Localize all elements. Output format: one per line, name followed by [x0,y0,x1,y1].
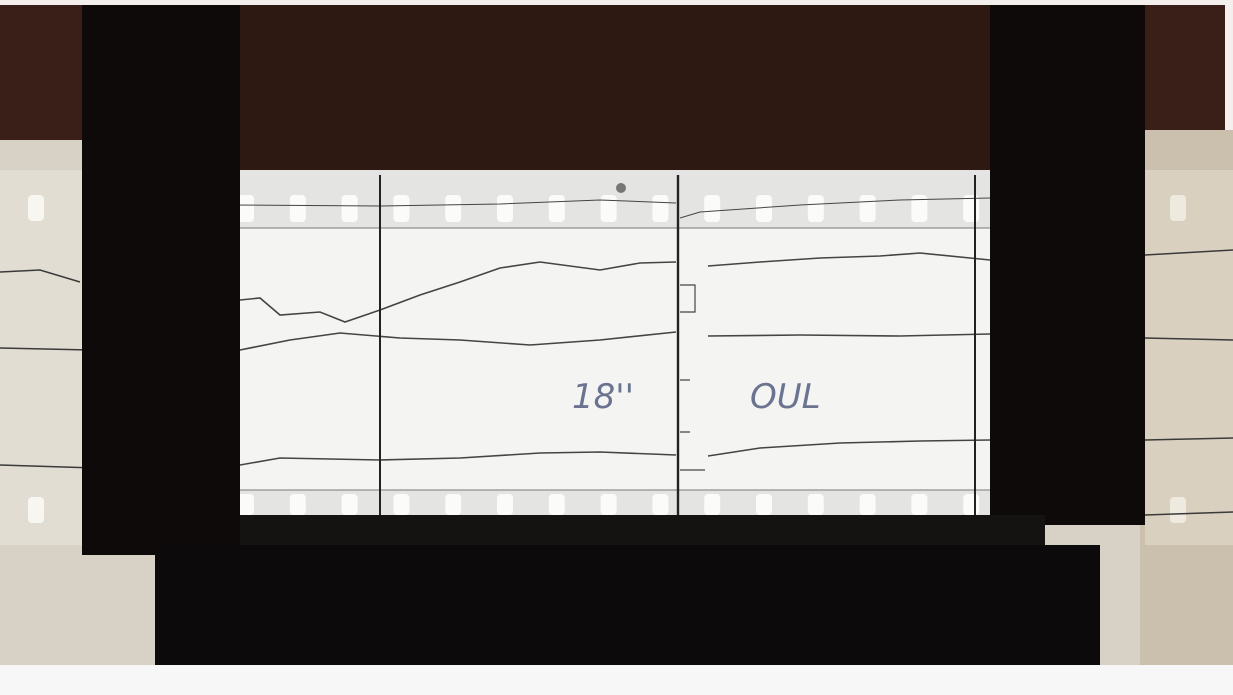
station-note: OUL [750,377,821,417]
sprocket-hole [445,195,461,222]
sprocket-hole [601,195,617,222]
sprocket-hole [963,195,979,222]
sprocket-hole [497,494,513,515]
sprocket-hole [652,195,668,222]
sprocket-hole [704,494,720,515]
sprocket-hole [756,195,772,222]
sprocket-hole [393,195,409,222]
sprocket-hole [238,494,254,515]
sprocket-hole [601,494,617,515]
sprocket-hole [963,494,979,515]
sprocket-hole [652,494,668,515]
wood-inner [225,5,995,170]
sprocket-hole [549,195,565,222]
frame-right [990,5,1145,525]
sprocket-hole [342,195,358,222]
mark-dot [616,183,626,193]
photo: 18'' OUL [0,0,1233,695]
sprocket-hole [342,494,358,515]
sprocket-hole [290,494,306,515]
sprocket-hole [756,494,772,515]
duration-note: 18'' [572,377,634,417]
bottom-edge [0,665,1233,695]
base-block [155,545,1100,665]
sprocket-hole [497,195,513,222]
sprocket-hole [808,494,824,515]
sprocket-hole [549,494,565,515]
sprocket-hole [393,494,409,515]
frame-bottom [240,515,1045,545]
frame-left [82,5,240,555]
sprocket-hole [860,494,876,515]
sprocket-hole [290,195,306,222]
sprocket-hole [238,195,254,222]
sprocket-hole [445,494,461,515]
sprocket-hole [911,494,927,515]
right-film [1145,170,1233,545]
sprocket-hole [704,195,720,222]
sprocket-hole [808,195,824,222]
sprocket-hole [860,195,876,222]
page: 18'' OUL (() => { const data = JSON.pars… [0,0,1233,695]
